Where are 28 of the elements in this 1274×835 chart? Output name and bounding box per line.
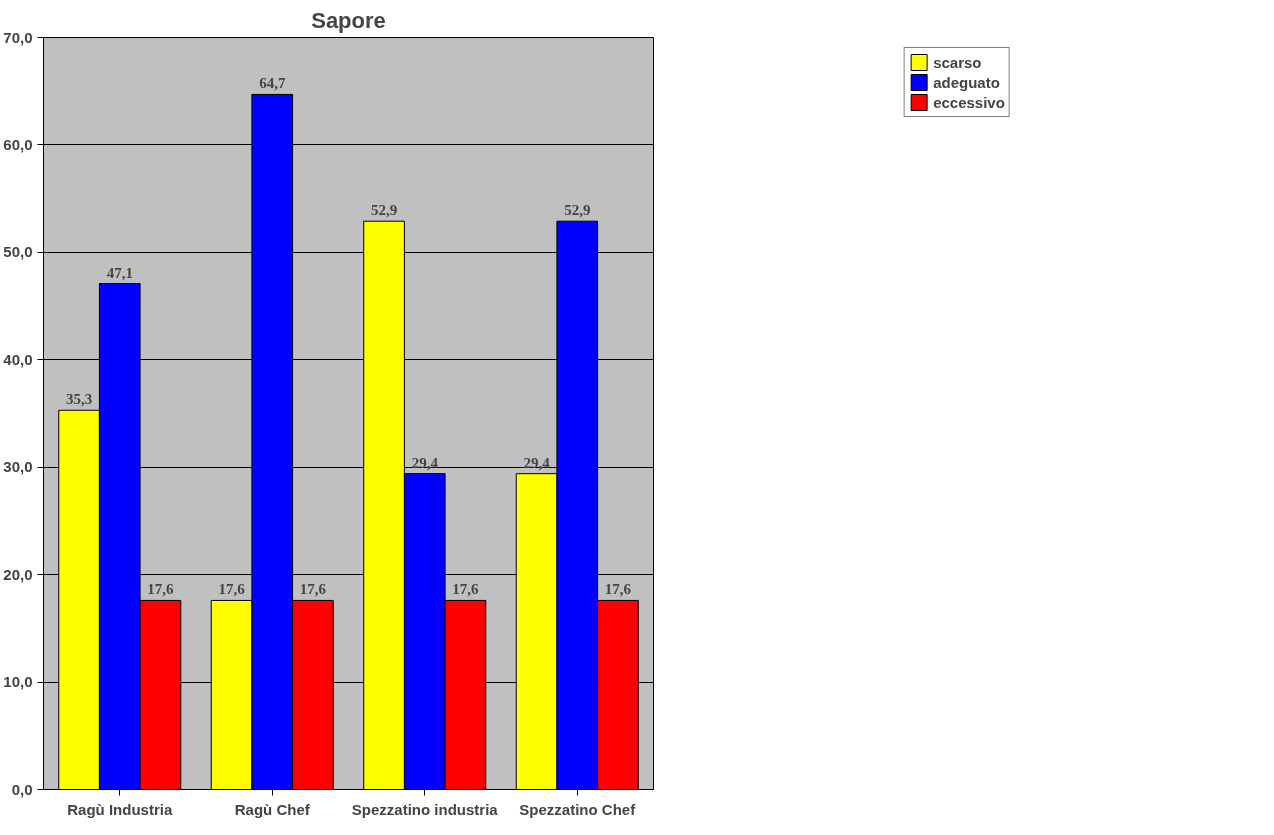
y-tick-label: 20,0: [3, 565, 33, 583]
data-label: 52,9: [370, 202, 398, 219]
data-label: 17,6: [218, 581, 246, 598]
x-tick-label: Spezzatino Chef: [519, 800, 637, 818]
legend-label: scarso: [933, 53, 982, 71]
data-label: 29,4: [411, 454, 439, 471]
data-label: 17,6: [147, 581, 175, 598]
y-tick-label: 40,0: [3, 350, 33, 368]
y-tick-label: 10,0: [3, 673, 33, 691]
y-tick-label: 0,0: [11, 780, 33, 798]
data-label: 17,6: [604, 581, 632, 598]
x-tick-label: Ragù Industria: [67, 800, 173, 818]
y-tick-label: 30,0: [3, 458, 33, 476]
chart-title: Sapore: [311, 7, 386, 33]
x-tick-label: Ragù Chef: [234, 800, 311, 818]
y-tick-label: 60,0: [3, 135, 33, 153]
legend-label: eccessivo: [933, 93, 1005, 111]
data-label: 35,3: [65, 391, 93, 408]
data-label: 17,6: [299, 581, 327, 598]
data-label: 64,7: [259, 75, 286, 92]
data-label: 29,4: [523, 454, 551, 471]
y-tick-label: 70,0: [3, 28, 33, 46]
y-tick-label: 50,0: [3, 243, 33, 261]
legend-label: adeguato: [933, 73, 1000, 91]
x-tick-label: Spezzatino industria: [351, 800, 499, 818]
data-label: 52,9: [564, 202, 591, 219]
data-label: 17,6: [452, 581, 480, 598]
data-label: 47,1: [106, 264, 133, 281]
